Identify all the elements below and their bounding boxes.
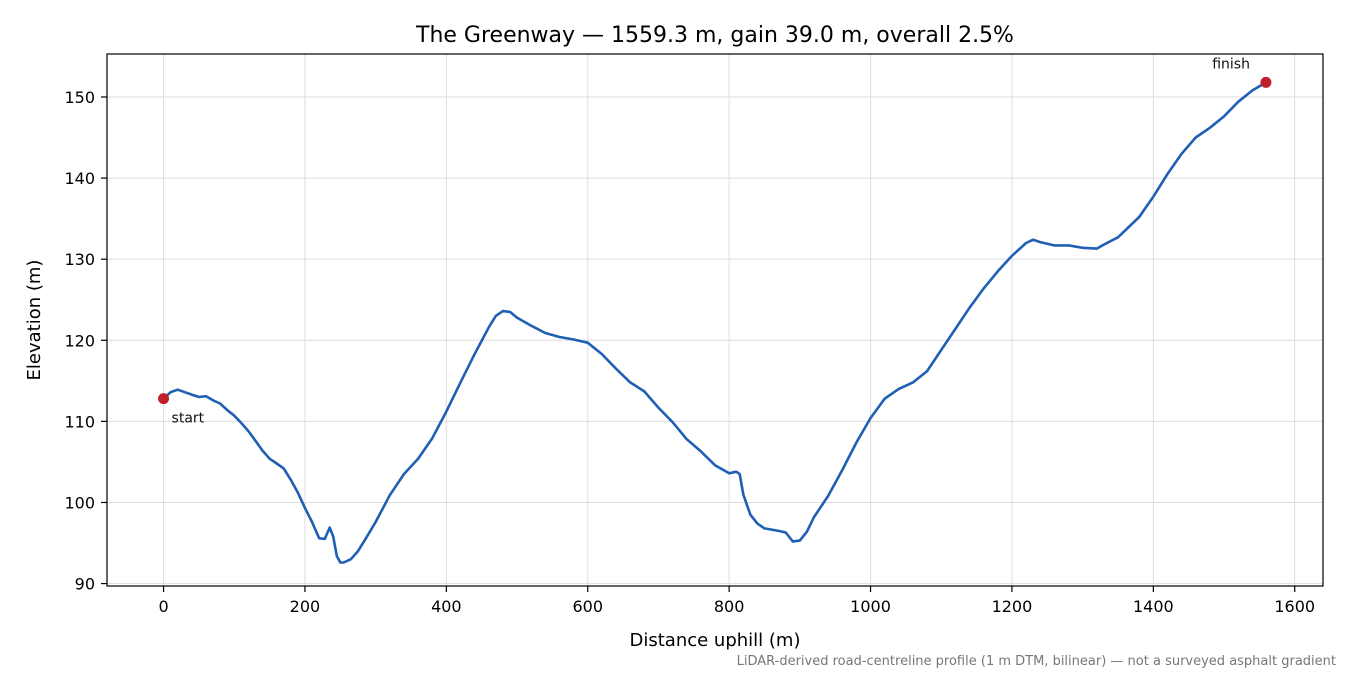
chart-title: The Greenway — 1559.3 m, gain 39.0 m, ov… <box>415 23 1014 48</box>
data-source-footnote: LiDAR-derived road-centreline profile (1… <box>737 654 1336 669</box>
y-tick-label: 120 <box>64 331 95 350</box>
y-tick-label: 100 <box>64 493 95 512</box>
finish-marker <box>1260 76 1272 88</box>
y-axis-label: Elevation (m) <box>24 260 45 381</box>
y-tick-label: 130 <box>64 250 95 269</box>
x-tick-label: 1200 <box>992 597 1033 616</box>
plot-frame <box>106 53 1324 587</box>
x-tick-label: 1000 <box>850 597 891 616</box>
y-tick-label: 110 <box>64 412 95 431</box>
x-tick-label: 600 <box>572 597 603 616</box>
x-axis: 0 200 400 600 800 1000 1200 1400 1600 <box>158 586 1315 616</box>
x-tick-label: 400 <box>431 597 462 616</box>
x-tick-label: 200 <box>290 597 321 616</box>
gridlines <box>107 54 1323 586</box>
x-tick-label: 800 <box>714 597 745 616</box>
x-tick-label: 1600 <box>1274 597 1315 616</box>
start-label: start <box>172 411 205 427</box>
x-tick-label: 1400 <box>1133 597 1174 616</box>
y-tick-label: 90 <box>75 575 95 594</box>
endpoint-markers: start finish <box>158 56 1272 427</box>
y-tick-label: 150 <box>64 88 95 107</box>
finish-label: finish <box>1212 56 1250 72</box>
y-tick-label: 140 <box>64 169 95 188</box>
y-axis: 90 100 110 120 130 140 150 <box>64 88 107 594</box>
x-axis-label: Distance uphill (m) <box>630 630 801 651</box>
elevation-series-line <box>162 81 1268 564</box>
x-tick-label: 0 <box>158 597 168 616</box>
start-marker <box>158 393 170 405</box>
